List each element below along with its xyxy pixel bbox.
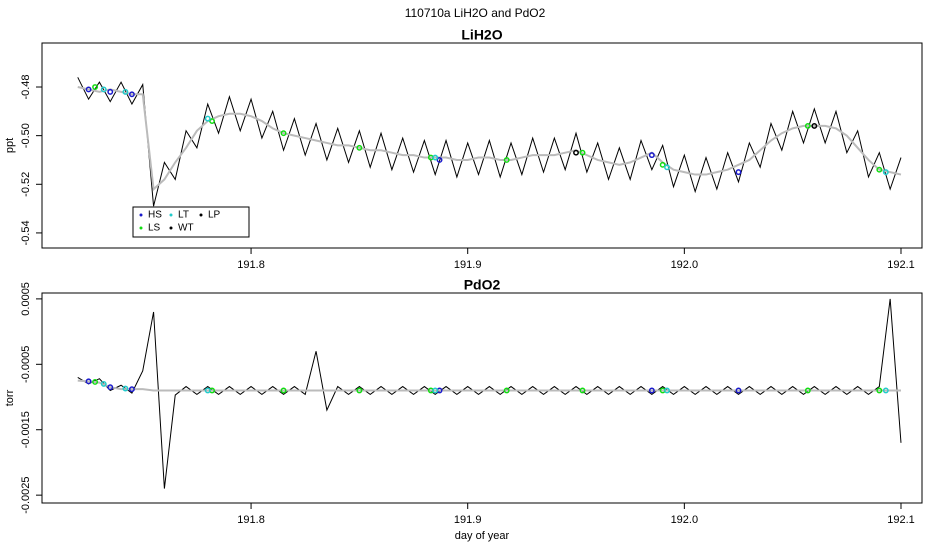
marker-point — [882, 387, 889, 394]
y-tick-label: -0.0005 — [20, 346, 32, 383]
plot-area — [77, 298, 902, 489]
legend-marker — [199, 213, 203, 217]
marker-point — [432, 154, 439, 161]
legend-label: WT — [178, 223, 194, 234]
marker-point — [100, 86, 107, 93]
marker-point — [280, 130, 287, 137]
marker-point — [882, 169, 889, 176]
marker-point — [128, 386, 135, 393]
legend-marker — [139, 226, 143, 230]
marker-point — [648, 387, 655, 394]
panel-title: LiH2O — [461, 27, 502, 43]
x-tick-label: 192.0 — [671, 259, 699, 271]
marker-point — [659, 161, 666, 168]
marker-point — [100, 380, 107, 387]
marker-point — [876, 166, 883, 173]
marker-point — [735, 387, 742, 394]
x-tick-label: 191.9 — [454, 514, 482, 526]
y-tick-label: -0.54 — [20, 220, 32, 245]
marker-point — [128, 91, 135, 98]
legend-label: LT — [178, 210, 189, 221]
marker-point — [503, 157, 510, 163]
marker-point — [579, 149, 586, 156]
plot-frame — [41, 292, 923, 504]
x-tick-label: 191.8 — [237, 259, 265, 271]
legend-marker — [139, 213, 143, 217]
data-line — [77, 77, 902, 207]
figure-title: 110710a LiH2O and PdO2 — [405, 6, 546, 20]
y-axis-label: ppt — [4, 138, 16, 153]
x-tick-label: 192.0 — [671, 514, 699, 526]
data-line — [77, 86, 902, 192]
marker-point — [735, 169, 742, 176]
marker-point — [573, 149, 579, 156]
x-tick-label: 192.1 — [887, 259, 915, 271]
x-tick-label: 191.9 — [454, 259, 482, 271]
marker-point — [664, 387, 670, 394]
marker-point — [579, 387, 586, 394]
marker-point — [204, 387, 211, 394]
marker-point — [503, 387, 510, 394]
y-tick-label: -0.50 — [20, 123, 32, 148]
marker-point — [648, 152, 655, 159]
y-tick-label: -0.0025 — [20, 476, 32, 513]
legend-marker — [169, 226, 173, 230]
marker-point — [122, 88, 129, 95]
y-tick-label: -0.0015 — [20, 411, 32, 448]
marker-point — [92, 379, 99, 385]
marker-point — [122, 385, 129, 392]
marker-point — [804, 122, 811, 129]
marker-point — [85, 378, 92, 385]
marker-point — [356, 144, 363, 151]
legend-label: LS — [148, 223, 161, 234]
y-tick-label: -0.48 — [20, 74, 32, 99]
data-line — [77, 379, 901, 392]
marker-point — [204, 115, 211, 122]
marker-point — [436, 157, 443, 163]
x-tick-label: 191.8 — [237, 514, 265, 526]
marker-point — [92, 84, 99, 90]
y-axis-label: torr — [4, 389, 16, 406]
marker-point — [664, 164, 670, 171]
marker-point — [85, 86, 92, 93]
y-tick-label: -0.52 — [20, 172, 32, 197]
legend-marker — [169, 213, 173, 217]
marker-point — [107, 88, 114, 95]
x-axis-label: day of year — [455, 530, 510, 542]
marker-point — [811, 122, 818, 129]
marker-point — [432, 387, 439, 394]
marker-point — [804, 387, 811, 394]
marker-point — [209, 118, 216, 125]
marker-point — [356, 387, 363, 394]
legend-box — [132, 206, 250, 238]
marker-point — [280, 387, 287, 394]
marker-point — [876, 387, 883, 394]
panel-title: PdO2 — [464, 277, 501, 293]
y-tick-label: 0.0005 — [20, 282, 32, 316]
legend-label: LP — [208, 210, 221, 221]
marker-point — [107, 384, 114, 391]
plot-area — [77, 77, 902, 207]
x-tick-label: 192.1 — [887, 514, 915, 526]
data-line — [77, 298, 902, 489]
plot-frame — [41, 42, 923, 249]
legend-label: HS — [148, 210, 162, 221]
